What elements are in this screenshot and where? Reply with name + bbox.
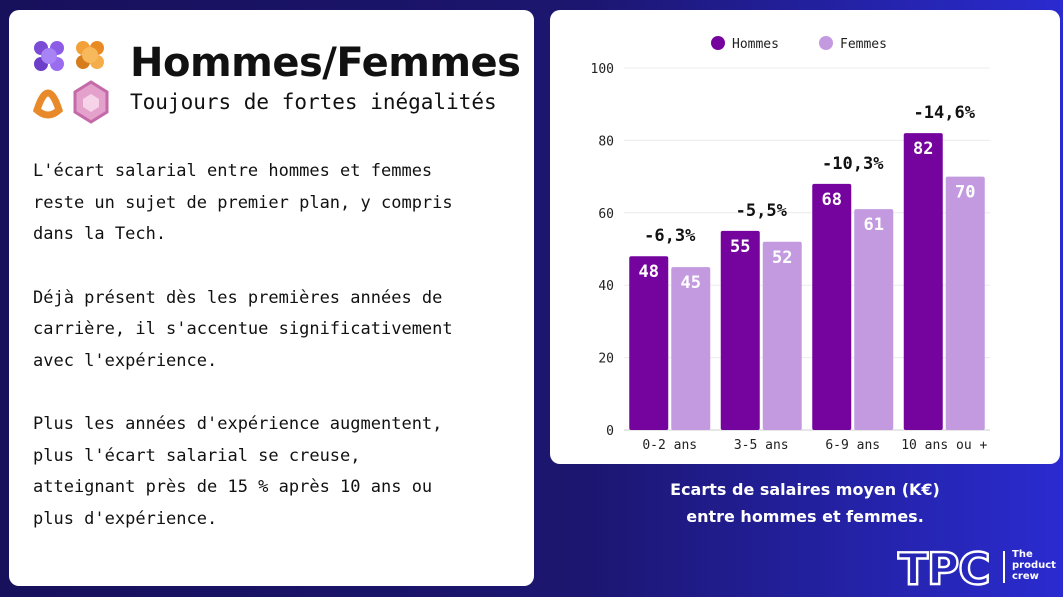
info-card: Hommes/Femmes Toujours de fortes inégali… — [9, 10, 534, 586]
caption-line: entre hommes et femmes. — [686, 507, 924, 526]
decorative-3d-shapes-icon — [32, 41, 109, 124]
bar-value-label: 55 — [730, 237, 750, 257]
legend-swatch — [819, 36, 833, 50]
x-tick-label: 3-5 ans — [734, 438, 789, 453]
bar-hommes — [629, 256, 669, 430]
tagline-word: product — [1012, 560, 1056, 571]
orange-bubble-shape-icon — [76, 41, 104, 69]
tagline-word: crew — [1012, 571, 1039, 582]
y-tick-label: 40 — [598, 279, 614, 294]
bar-value-label: 48 — [639, 262, 659, 282]
y-tick-label: 0 — [606, 424, 614, 439]
bar-value-label: 68 — [822, 190, 842, 210]
gap-annotation: -6,3% — [644, 226, 696, 246]
bar-value-label: 45 — [681, 273, 701, 293]
gap-annotation: -14,6% — [914, 103, 976, 123]
tpc-tagline: The product crew — [1012, 549, 1062, 582]
chart-card: 0 20 40 60 80 100 48 45 0-2 ans -6,3% 55 52 3-5 ans -… — [550, 10, 1060, 464]
bar-value-label: 61 — [864, 215, 884, 235]
tpc-logo-text: TPC — [898, 545, 990, 590]
orange-knot-shape-icon — [32, 89, 64, 119]
x-tick-label: 10 ans ou + — [901, 438, 987, 453]
tagline-word: The — [1012, 549, 1033, 560]
y-tick-label: 60 — [598, 207, 614, 222]
bar-value-label: 70 — [955, 183, 975, 203]
bar-femmes — [945, 176, 985, 430]
page-title: Hommes/Femmes — [130, 40, 521, 86]
bar-femmes — [762, 241, 802, 430]
tpc-logo-icon: TPC — [897, 545, 1005, 590]
x-tick-label: 6-9 ans — [825, 438, 880, 453]
y-tick-label: 20 — [598, 352, 614, 367]
y-tick-label: 100 — [591, 62, 614, 77]
x-tick-label: 0-2 ans — [642, 438, 697, 453]
logo-divider — [1003, 551, 1005, 583]
caption-line: Ecarts de salaires moyen (K€) — [670, 480, 940, 499]
paragraph: Déjà présent dès les premières années de… — [33, 287, 453, 371]
pink-cube-shape-icon — [73, 80, 109, 124]
bar-value-label: 52 — [772, 248, 792, 268]
gap-annotation: -5,5% — [736, 201, 788, 221]
page-subtitle: Toujours de fortes inégalités — [130, 90, 497, 114]
chart-caption: Ecarts de salaires moyen (K€) entre homm… — [550, 476, 1060, 530]
bar-hommes — [720, 230, 760, 430]
bar-femmes — [671, 267, 711, 430]
y-tick-label: 80 — [598, 134, 614, 149]
paragraph: L'écart salarial entre hommes et femmes … — [33, 161, 453, 244]
bar-hommes — [812, 183, 852, 430]
paragraph: Plus les années d'expérience augmentent,… — [33, 414, 443, 529]
legend-swatch — [711, 36, 725, 50]
gap-annotation: -10,3% — [822, 154, 884, 174]
bar-value-label: 82 — [913, 139, 933, 159]
body-text: L'écart salarial entre hommes et femmes … — [33, 156, 473, 567]
bar-femmes — [854, 209, 894, 430]
legend-label: Hommes — [732, 37, 779, 52]
legend-label: Femmes — [840, 37, 887, 52]
salary-gap-bar-chart: 0 20 40 60 80 100 48 45 0-2 ans -6,3% 55 52 3-5 ans -… — [591, 36, 990, 453]
bar-hommes — [903, 133, 943, 430]
purple-cross-shape-icon — [34, 41, 64, 71]
